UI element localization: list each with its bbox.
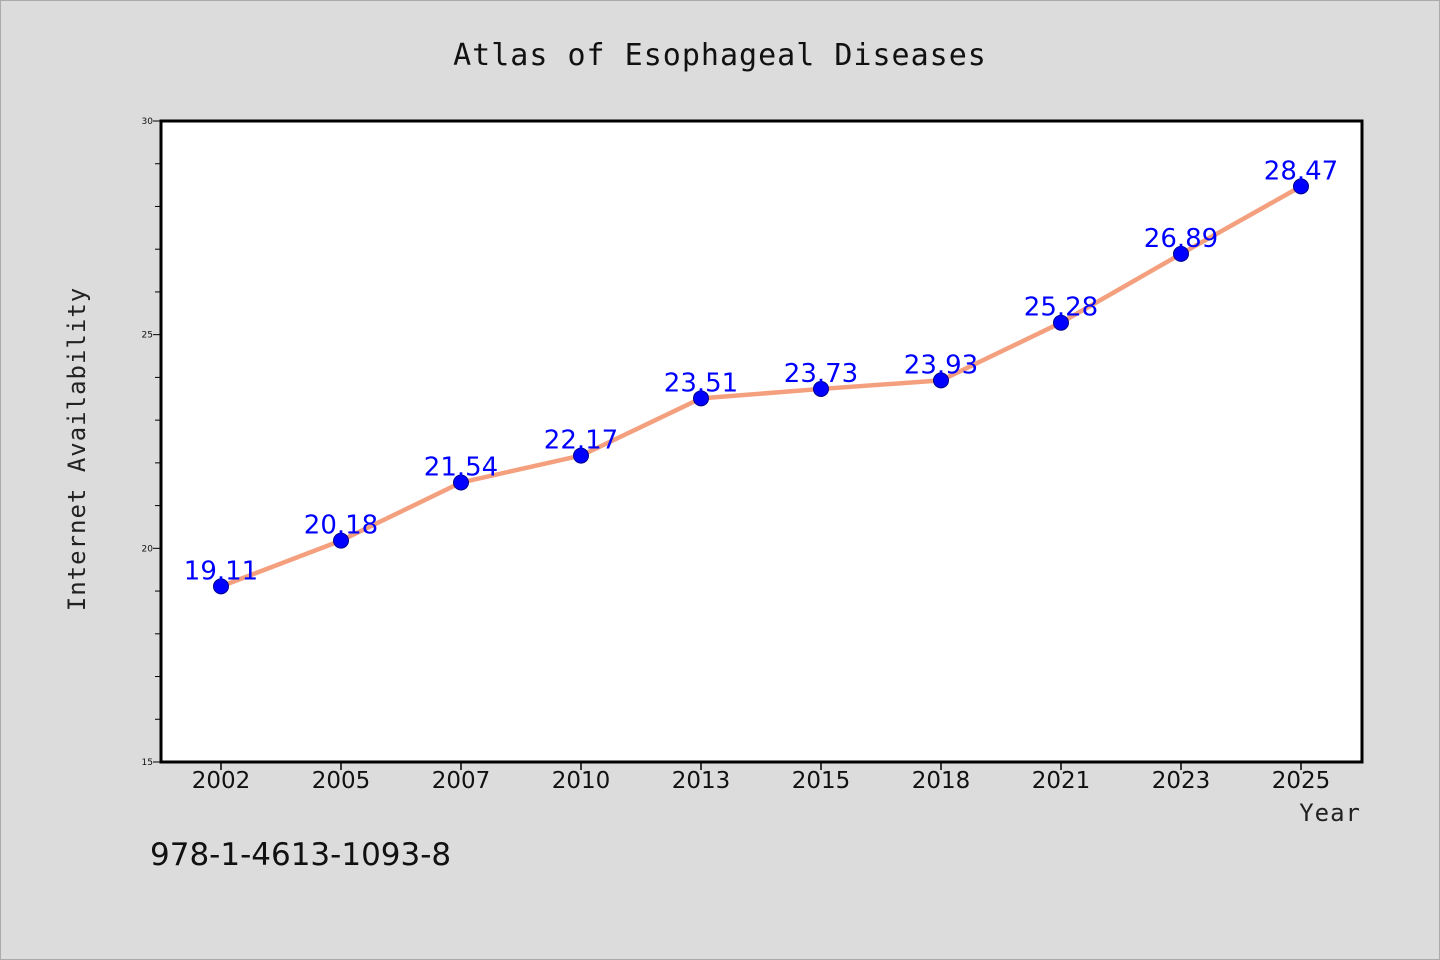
x-tick-label: 2013 xyxy=(672,768,731,794)
data-point xyxy=(933,372,949,389)
y-axis-label: Internet Availability xyxy=(63,287,91,611)
x-tick-label: 2023 xyxy=(1152,768,1211,794)
data-label: 23.93 xyxy=(904,350,978,380)
plot-area xyxy=(159,119,1364,764)
y-tick-label: 25 xyxy=(142,331,153,341)
data-label: 23.51 xyxy=(664,368,738,398)
data-point xyxy=(1173,245,1189,262)
x-tick-label: 2015 xyxy=(792,768,851,794)
series-layer: 19.11 20.18 21.54 22.17 23.51 23.73 23.93 25.28… xyxy=(184,156,1338,595)
x-tick-label: 2021 xyxy=(1032,768,1091,794)
x-tick-label: 2002 xyxy=(192,768,251,794)
y-tick-label: 15 xyxy=(142,758,153,768)
x-tick-label: 2007 xyxy=(432,768,491,794)
data-label: 28.47 xyxy=(1264,156,1338,186)
x-tick-label: 2025 xyxy=(1272,768,1331,794)
x-tick-label: 2010 xyxy=(552,768,611,794)
data-label: 21.54 xyxy=(424,453,498,483)
x-axis: 2002 2005 2007 2010 2013 2015 2018 2021 2023 2025 xyxy=(192,762,1331,794)
data-point xyxy=(333,532,349,549)
data-label: 26.89 xyxy=(1144,224,1218,254)
data-label: 19.11 xyxy=(184,556,258,586)
y-tick-label: 30 xyxy=(142,117,154,127)
y-tick-label: 20 xyxy=(142,544,154,554)
data-point xyxy=(453,474,469,491)
chart-title: Atlas of Esophageal Diseases xyxy=(453,38,987,73)
data-point xyxy=(1053,314,1069,331)
data-label: 25.28 xyxy=(1024,293,1098,323)
x-axis-label: Year xyxy=(1299,799,1361,827)
data-point xyxy=(1293,178,1309,195)
data-label: 22.17 xyxy=(544,426,618,456)
x-tick-label: 2005 xyxy=(312,768,371,794)
data-label: 20.18 xyxy=(304,511,378,541)
y-axis: 15 20 25 30 xyxy=(142,117,161,768)
data-point xyxy=(573,447,589,464)
data-label: 23.73 xyxy=(784,359,858,389)
series-line xyxy=(218,184,1304,589)
isbn-text: 978-1-4613-1093-8 xyxy=(150,837,451,873)
data-point xyxy=(693,390,709,407)
x-tick-label: 2018 xyxy=(912,768,971,794)
data-point xyxy=(213,578,229,595)
data-point xyxy=(813,380,829,397)
